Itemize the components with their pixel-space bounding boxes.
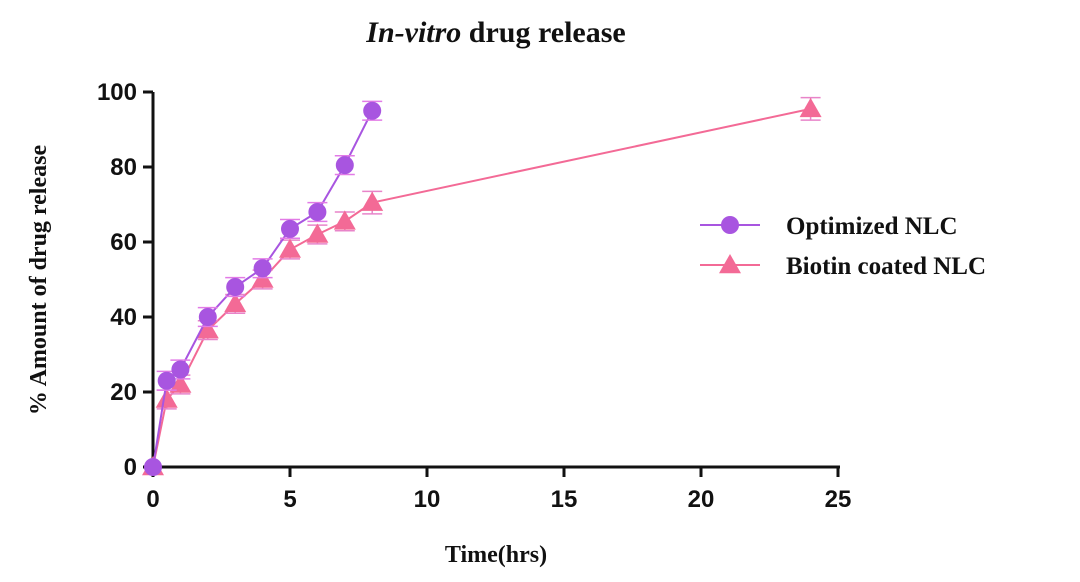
data-point xyxy=(155,388,178,408)
chart-title-italic: In-vitro xyxy=(365,16,461,49)
series-line xyxy=(152,107,811,468)
y-tick-label: 40 xyxy=(110,304,137,331)
data-point xyxy=(198,308,217,326)
series-layer xyxy=(142,96,822,476)
data-point xyxy=(306,223,329,243)
axes: 0 5 10 15 20 25 0 20 40 60 80 100 xyxy=(97,79,851,513)
legend-label: Optimized NLC xyxy=(786,213,958,240)
data-point xyxy=(363,101,382,120)
chart-title: In-vitro drug release xyxy=(365,16,625,49)
data-point xyxy=(333,210,356,230)
data-point xyxy=(144,458,162,476)
y-axis-label: % Amount of drug release xyxy=(26,145,52,416)
data-point xyxy=(226,278,245,296)
y-tick-label: 60 xyxy=(110,229,137,256)
y-tick-label: 20 xyxy=(110,379,137,406)
data-point xyxy=(799,97,822,118)
x-tick-label: 25 xyxy=(825,486,852,513)
legend: Optimized NLC Biotin coated NLC xyxy=(700,213,986,280)
data-point xyxy=(169,373,192,393)
data-point xyxy=(171,360,190,379)
x-tick-label: 15 xyxy=(551,486,578,513)
x-axis-label: Time(hrs) xyxy=(445,542,547,568)
legend-label: Biotin coated NLC xyxy=(786,253,986,280)
data-point xyxy=(308,203,327,221)
data-point xyxy=(224,292,247,313)
chart-title-rest: drug release xyxy=(461,16,625,49)
x-tick-label: 20 xyxy=(688,486,715,513)
x-tick-label: 0 xyxy=(146,486,159,513)
x-tick-label: 5 xyxy=(283,486,296,513)
data-point xyxy=(196,319,219,339)
data-point xyxy=(335,156,354,175)
data-point xyxy=(279,238,301,258)
y-tick-label: 100 xyxy=(97,79,137,106)
y-tick-label: 80 xyxy=(110,154,137,181)
y-tick-label: 0 xyxy=(124,454,137,481)
legend-entry-biotin-coated-nlc: Biotin coated NLC xyxy=(700,253,986,280)
series-optimized-nlc xyxy=(144,100,383,476)
x-tick-label: 10 xyxy=(414,486,441,513)
data-point xyxy=(281,219,299,238)
legend-entry-optimized-nlc: Optimized NLC xyxy=(700,213,958,240)
legend-marker xyxy=(721,216,739,234)
data-point xyxy=(361,191,384,211)
legend-marker xyxy=(719,254,741,274)
data-point xyxy=(157,371,176,390)
data-point xyxy=(253,259,272,278)
